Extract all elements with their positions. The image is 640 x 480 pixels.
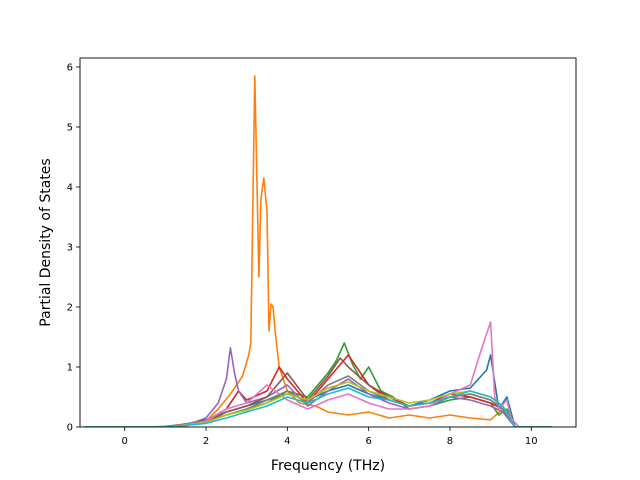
y-axis: 0 1 2 3 4 5 6 — [67, 63, 80, 434]
series-line-3 — [84, 342, 552, 427]
y-tick-label: 6 — [67, 63, 73, 74]
x-axis: 0 2 4 6 8 10 — [122, 427, 538, 447]
y-tick-label: 4 — [67, 183, 73, 194]
series-line-6 — [84, 357, 552, 427]
plot-frame — [79, 57, 577, 428]
y-tick-label: 0 — [67, 423, 73, 434]
series-line-5 — [84, 346, 552, 427]
y-tick-label: 5 — [67, 123, 73, 134]
x-tick-label: 6 — [365, 436, 371, 447]
series-line-1 — [84, 354, 552, 427]
y-tick-label: 3 — [67, 243, 73, 254]
y-tick-label: 2 — [67, 303, 73, 314]
x-tick-label: 0 — [122, 436, 128, 447]
x-tick-label: 2 — [203, 436, 209, 447]
x-tick-label: 4 — [284, 436, 290, 447]
x-tick-label: 10 — [525, 436, 538, 447]
y-axis-label: Partial Density of States — [38, 158, 54, 326]
series-line-10 — [84, 387, 552, 427]
series-line-2 — [84, 75, 552, 427]
x-tick-label: 8 — [447, 436, 453, 447]
series-line-7 — [84, 321, 552, 427]
y-tick-label: 1 — [67, 363, 73, 374]
plot-area — [84, 75, 552, 427]
series-line-4 — [84, 354, 552, 427]
x-axis-label: Frequency (THz) — [271, 458, 385, 474]
